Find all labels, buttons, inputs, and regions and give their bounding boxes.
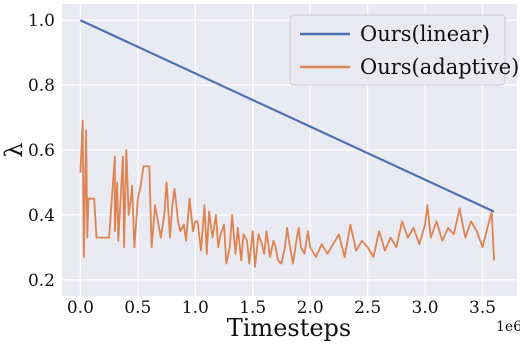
x-tick-labels: 0.0 0.5 1.0 1.5 2.0 2.5 3.0 3.5 bbox=[67, 298, 496, 318]
x-axis-title: Timesteps bbox=[227, 314, 352, 342]
legend-label-linear: Ours(linear) bbox=[360, 22, 490, 46]
y-tick-labels: 0.2 0.4 0.6 0.8 1.0 bbox=[28, 11, 55, 291]
x-tick-label: 3.5 bbox=[469, 298, 496, 318]
x-tick-label: 2.0 bbox=[297, 298, 324, 318]
x-tick-label: 1.5 bbox=[239, 298, 266, 318]
x-scale-label: 1e6 bbox=[496, 319, 520, 335]
y-tick-label: 0.6 bbox=[28, 141, 55, 161]
x-tick-label: 0.5 bbox=[124, 298, 151, 318]
x-tick-label: 3.0 bbox=[412, 298, 439, 318]
series-line-linear bbox=[79, 19, 495, 213]
x-tick-label: 0.0 bbox=[67, 298, 94, 318]
legend-label-adaptive: Ours(adaptive) bbox=[360, 55, 519, 79]
y-tick-label: 0.4 bbox=[28, 206, 55, 226]
legend: Ours(linear) Ours(adaptive) bbox=[289, 14, 519, 86]
series-layer bbox=[79, 19, 495, 268]
y-axis-title: λ bbox=[0, 142, 28, 157]
x-tick-label: 1.0 bbox=[182, 298, 209, 318]
x-tick-label: 2.5 bbox=[354, 298, 381, 318]
y-tick-label: 0.2 bbox=[28, 271, 55, 291]
y-tick-label: 0.8 bbox=[28, 76, 55, 96]
series-line-adaptive bbox=[79, 119, 495, 268]
y-tick-label: 1.0 bbox=[28, 11, 55, 31]
